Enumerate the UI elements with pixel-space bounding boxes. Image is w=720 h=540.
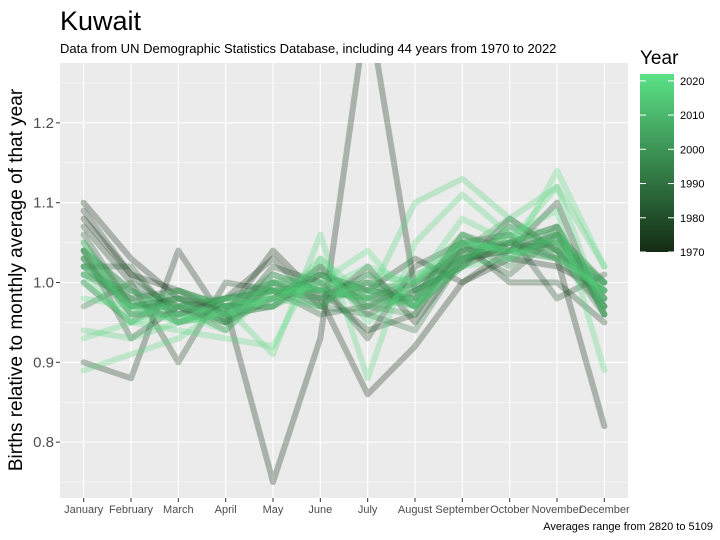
series-line-1973: [80, 247, 608, 382]
legend-tick-label: 2020: [680, 76, 704, 88]
legend-tick-label: 1970: [680, 247, 704, 259]
series-line-2003: [80, 215, 608, 326]
legend-tick-label: 2010: [680, 110, 704, 122]
series-1971: [80, 215, 608, 398]
series-1991: [80, 239, 608, 334]
series-2011: [80, 239, 608, 326]
chart-title: Kuwait: [60, 6, 142, 36]
x-tick-label: January: [64, 504, 104, 516]
x-tick-label: December: [579, 504, 630, 516]
series-line-1970: [80, 63, 608, 486]
series-line-2007: [80, 239, 608, 318]
series-1983: [80, 223, 608, 326]
series-2009: [80, 223, 608, 326]
series-2021: [80, 167, 608, 326]
series-line-1989: [80, 223, 608, 318]
series-line-2015: [80, 231, 608, 318]
series-line-2022: [80, 239, 608, 334]
series-2020: [80, 183, 608, 350]
legend-title: Year: [640, 48, 679, 69]
series-lines: [80, 63, 608, 486]
series-line-1993: [80, 239, 608, 326]
x-tick-label: June: [308, 504, 332, 516]
series-2015: [80, 231, 608, 318]
series-1981: [80, 215, 608, 318]
y-tick-label: 1.1: [33, 195, 54, 212]
series-2019: [80, 191, 608, 382]
series-1999: [80, 239, 608, 318]
y-tick-label: 1.0: [33, 274, 54, 291]
series-1973: [80, 247, 608, 382]
series-2013: [80, 231, 608, 310]
series-2017: [80, 175, 608, 342]
x-axis-ticks: January February March April May June July Augu…: [64, 498, 630, 516]
y-tick-label: 0.9: [33, 354, 54, 371]
x-tick-label: November: [532, 504, 583, 516]
series-line-2017: [80, 175, 608, 342]
series-line-2019: [80, 191, 608, 382]
series-2001: [80, 231, 608, 318]
series-line-2020: [80, 183, 608, 350]
series-2007: [80, 239, 608, 318]
series-line-1987: [80, 231, 608, 310]
series-1989: [80, 223, 608, 318]
legend-colorbar: [640, 74, 674, 252]
legend-tick-label: 2000: [680, 144, 704, 156]
series-1985: [80, 231, 608, 334]
series-line-1995: [80, 223, 608, 326]
series-line-2013: [80, 231, 608, 310]
series-1993: [80, 239, 608, 326]
series-line-1979: [80, 231, 608, 342]
series-line-1985: [80, 231, 608, 334]
series-line-2009: [80, 223, 608, 326]
y-axis-ticks: 0.8 0.9 1.0 1.1 1.2: [33, 115, 60, 451]
series-line-2005: [80, 223, 608, 326]
series-1997: [80, 231, 608, 326]
x-tick-label: February: [109, 504, 154, 516]
chart-subtitle: Data from UN Demographic Statistics Data…: [60, 41, 556, 56]
legend-tick-label: 1980: [680, 213, 704, 225]
series-line-2011: [80, 239, 608, 326]
legend-ticks: 1970 1980 1990 2000 2010 2020: [640, 76, 704, 259]
series-1970: [80, 63, 608, 486]
series-line-1983: [80, 223, 608, 326]
series-1979: [80, 231, 608, 342]
series-line-1981: [80, 215, 608, 318]
series-1995: [80, 223, 608, 326]
series-line-1999: [80, 239, 608, 318]
x-tick-label: August: [398, 504, 432, 516]
series-2003: [80, 215, 608, 326]
series-line-2021: [80, 167, 608, 326]
x-tick-label: April: [215, 504, 237, 516]
legend-tick-label: 1990: [680, 179, 704, 191]
series-line-1971: [80, 215, 608, 398]
x-tick-label: July: [358, 504, 378, 516]
series-2022: [80, 239, 608, 334]
series-1977: [80, 223, 608, 366]
series-line-1997: [80, 231, 608, 326]
color-legend: Year 1970 1980 1990 2000 2010 2020: [632, 40, 718, 260]
x-tick-label: March: [163, 504, 194, 516]
series-line-1975: [80, 199, 608, 326]
series-line-1977: [80, 223, 608, 366]
gridlines: [60, 63, 628, 498]
series-2005: [80, 223, 608, 326]
series-line-1991: [80, 239, 608, 334]
series-1987: [80, 231, 608, 310]
x-tick-label: October: [490, 504, 529, 516]
x-tick-label: May: [263, 504, 284, 516]
series-1975: [80, 199, 608, 326]
y-tick-label: 0.8: [33, 434, 54, 451]
y-tick-label: 1.2: [33, 115, 54, 132]
x-tick-label: September: [435, 504, 489, 516]
y-axis-title: Births relative to monthly average of th…: [6, 88, 27, 471]
series-line-2001: [80, 231, 608, 318]
chart-caption: Averages range from 2820 to 5109: [543, 521, 713, 533]
plot-panel: [60, 63, 628, 498]
